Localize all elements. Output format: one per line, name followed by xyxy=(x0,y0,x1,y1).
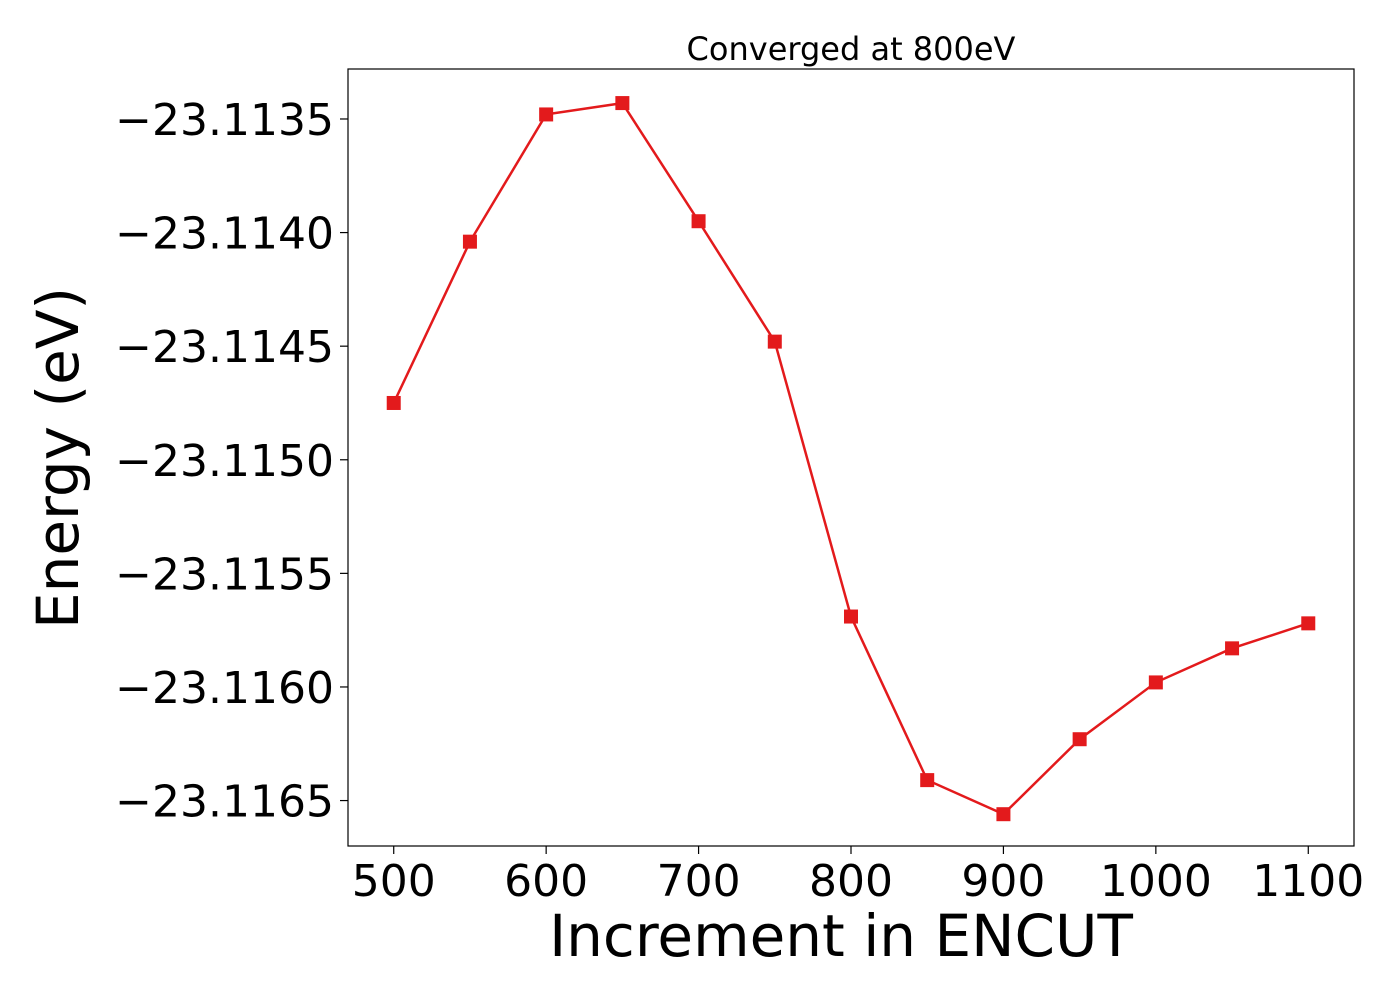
y-axis-ticks: −23.1135 −23.1140 −23.1145 −23.1150 −23.1155… xyxy=(115,95,348,828)
x-tick-label: 800 xyxy=(809,856,893,907)
data-point-marker xyxy=(1148,675,1163,690)
x-axis-ticks: 500 600 700 800 900 1000 1100 xyxy=(352,846,1364,907)
y-tick-label: −23.1160 xyxy=(115,663,334,714)
data-point-marker xyxy=(844,609,858,624)
y-tick-label: −23.1135 xyxy=(115,95,334,146)
data-point-marker xyxy=(1072,732,1087,747)
data-point-marker xyxy=(386,395,401,410)
series-line xyxy=(392,101,1309,816)
x-tick-label: 500 xyxy=(352,856,436,907)
data-point-marker xyxy=(920,773,935,788)
y-axis-title: Energy (eV) xyxy=(24,287,92,629)
data-point-marker xyxy=(539,107,554,122)
axes xyxy=(347,68,1355,847)
data-point-marker xyxy=(1301,616,1316,631)
y-tick-label: −23.1140 xyxy=(115,209,334,260)
x-tick-label: 900 xyxy=(961,856,1045,907)
y-tick-label: −23.1165 xyxy=(115,777,334,828)
x-tick-label: 1100 xyxy=(1252,856,1364,907)
x-tick-label: 700 xyxy=(657,856,741,907)
plot-frame xyxy=(347,68,1355,847)
x-axis-title: Increment in ENCUT xyxy=(549,902,1133,970)
data-point-marker xyxy=(691,214,706,229)
y-tick-label: −23.1145 xyxy=(115,322,334,373)
data-point-marker xyxy=(996,807,1011,822)
y-tick-label: −23.1155 xyxy=(115,549,334,600)
chart-title: Converged at 800eV xyxy=(687,30,1016,68)
x-tick-label: 600 xyxy=(504,856,588,907)
y-tick-label: −23.1150 xyxy=(115,436,334,487)
data-point-marker xyxy=(462,234,477,249)
data-series xyxy=(386,96,1316,822)
data-point-marker xyxy=(615,96,630,111)
data-point-marker xyxy=(1225,641,1240,656)
data-point-marker xyxy=(767,334,782,349)
x-tick-label: 1000 xyxy=(1100,856,1212,907)
